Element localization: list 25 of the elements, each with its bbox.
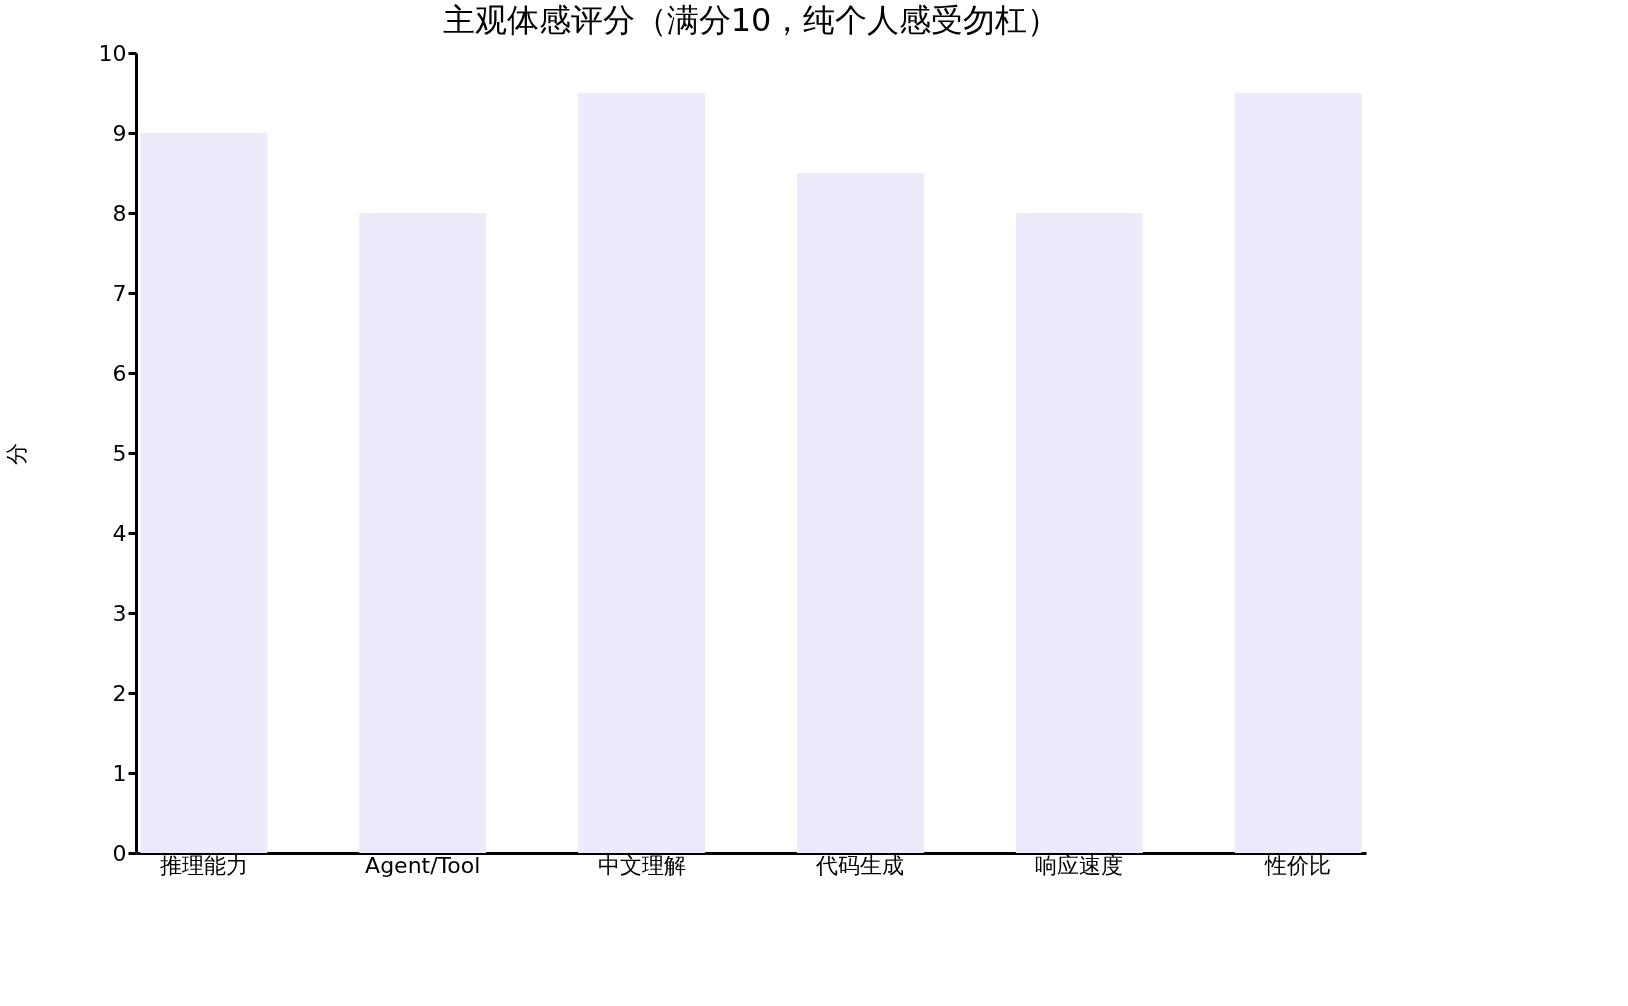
y-tick-label: 5 [112,440,127,466]
y-tick-label: 0 [112,840,127,866]
y-tick-label: 3 [112,600,127,626]
bar [578,93,706,853]
bar [359,213,487,853]
y-tick-label: 2 [112,680,127,706]
bar [140,133,268,853]
y-axis-title: 分 [3,442,29,465]
x-tick-label: Agent/Tool [365,852,481,878]
y-tick-label: 7 [112,280,127,306]
chart-title: 主观体感评分（满分10，纯个人感受勿杠） [442,1,1060,39]
bar [1015,213,1143,853]
y-tick-label: 6 [112,360,127,386]
x-tick-label: 代码生成 [815,852,905,878]
bar [1234,93,1362,853]
bar [796,173,924,853]
y-tick-label: 9 [112,120,127,146]
y-tick-label: 1 [112,760,127,786]
x-tick-label: 性价比 [1264,852,1332,878]
y-tick-label: 8 [112,200,127,226]
x-tick-label: 推理能力 [159,852,248,878]
x-tick-label: 响应速度 [1035,852,1124,878]
y-tick-label: 4 [112,520,127,546]
x-tick-label: 中文理解 [597,852,686,878]
y-tick-label: 10 [98,40,127,66]
